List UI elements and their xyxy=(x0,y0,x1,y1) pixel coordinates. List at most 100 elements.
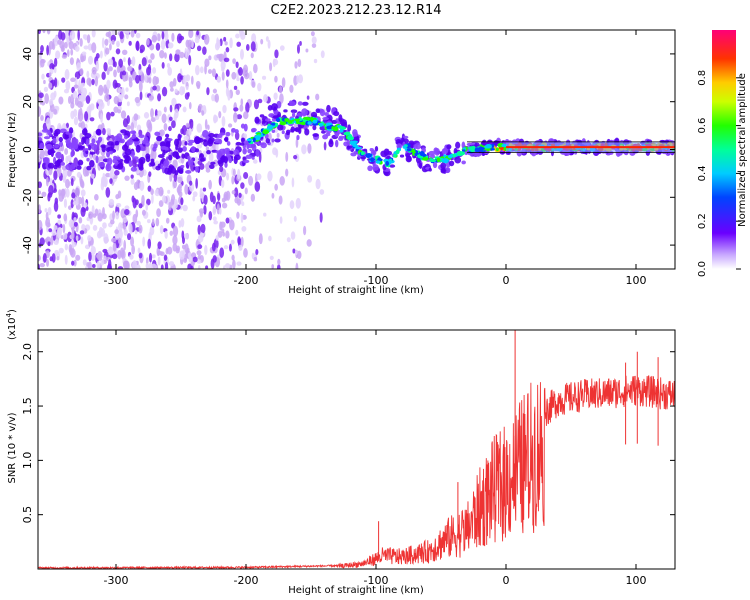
ridge-band xyxy=(47,130,51,136)
noise-speck xyxy=(72,90,78,99)
noise-speck xyxy=(236,114,243,120)
noise-speck xyxy=(47,193,51,202)
noise-speck xyxy=(117,266,124,269)
noise-speck xyxy=(236,168,241,180)
noise-speck xyxy=(197,224,201,235)
noise-speck xyxy=(38,106,42,117)
noise-speck xyxy=(215,141,219,153)
ridge-band xyxy=(168,154,173,161)
ridge-band xyxy=(289,101,296,107)
ridge-core xyxy=(393,153,397,158)
noise-speck xyxy=(196,144,203,149)
ridge-band xyxy=(123,135,128,140)
noise-speck xyxy=(251,252,255,260)
ridge-band xyxy=(164,146,169,151)
noise-speck xyxy=(236,198,241,206)
ridge-band xyxy=(154,131,161,137)
ridge-band xyxy=(86,157,90,162)
noise-speck xyxy=(135,32,141,39)
noise-speck xyxy=(86,77,92,86)
ridge-band xyxy=(105,147,111,152)
noise-speck xyxy=(240,98,244,106)
ridge-band xyxy=(89,159,95,168)
noise-speck xyxy=(91,42,97,54)
noise-speck xyxy=(96,260,101,269)
noise-speck xyxy=(70,178,74,187)
noise-speck xyxy=(86,34,91,44)
snr-scale-close: ) xyxy=(7,309,18,313)
noise-speck xyxy=(289,84,294,93)
noise-speck xyxy=(143,111,150,119)
noise-speck xyxy=(103,84,108,94)
noise-speck xyxy=(236,71,239,79)
noise-speck xyxy=(112,253,118,260)
noise-speck xyxy=(79,38,83,47)
ridge-band xyxy=(356,135,360,143)
noise-speck xyxy=(232,259,236,269)
ridge-band xyxy=(413,143,418,149)
ridge-band xyxy=(157,154,165,159)
noise-speck xyxy=(87,55,94,65)
noise-speck xyxy=(64,148,69,155)
noise-speck xyxy=(130,121,135,132)
noise-speck xyxy=(149,226,155,236)
noise-speck xyxy=(187,91,190,97)
ridge-core xyxy=(490,147,495,151)
snr-panel: -300 -200 -100 0 100 0.5 1.0 1.5 2.0 Height of … xyxy=(5,309,676,596)
noise-speck xyxy=(203,204,207,215)
noise-speck xyxy=(172,77,177,87)
noise-speck xyxy=(67,96,72,104)
ridge-band xyxy=(233,156,238,165)
y-tick-label: -20 xyxy=(21,188,34,206)
noise-speck xyxy=(160,264,164,269)
ridge-band xyxy=(180,164,185,169)
noise-speck xyxy=(118,222,123,232)
noise-speck xyxy=(174,52,180,63)
ridge-band xyxy=(60,161,66,166)
ridge-band xyxy=(254,116,260,124)
noise-speck xyxy=(97,212,103,222)
noise-speck xyxy=(243,133,248,139)
noise-speck xyxy=(65,155,69,164)
noise-speck xyxy=(216,37,219,47)
noise-speck xyxy=(275,148,279,158)
noise-speck xyxy=(221,66,225,72)
colorbar-tick-label: 0.8 xyxy=(697,70,708,86)
ridge-band xyxy=(301,101,309,106)
noise-speck xyxy=(114,229,119,235)
noise-speck xyxy=(125,30,130,40)
noise-speck xyxy=(268,235,272,242)
noise-speck xyxy=(289,200,295,210)
ridge-core xyxy=(419,151,425,157)
noise-speck xyxy=(38,254,41,262)
noise-speck xyxy=(292,248,296,254)
noise-speck xyxy=(150,117,156,122)
ridge-band xyxy=(114,140,120,146)
ridge-band xyxy=(274,111,278,116)
ridge-core xyxy=(429,158,437,163)
ridge-band xyxy=(259,114,265,118)
noise-speck xyxy=(128,76,133,84)
noise-speck xyxy=(103,233,109,245)
noise-speck xyxy=(38,190,42,195)
ridge-core xyxy=(417,155,424,159)
noise-speck xyxy=(48,82,53,89)
noise-speck xyxy=(184,233,189,240)
ridge-band xyxy=(281,130,285,135)
ridge-band xyxy=(446,144,452,150)
noise-speck xyxy=(265,36,269,42)
noise-speck xyxy=(73,84,79,89)
ridge-band xyxy=(242,159,250,164)
noise-speck xyxy=(299,41,302,46)
noise-speck xyxy=(243,111,249,120)
noise-speck xyxy=(53,225,58,231)
ridge-band xyxy=(98,161,105,168)
ridge-band xyxy=(70,162,76,170)
noise-speck xyxy=(273,92,278,100)
ridge-band xyxy=(374,146,379,152)
ridge-band xyxy=(126,139,133,146)
noise-speck xyxy=(157,110,162,117)
noise-speck xyxy=(196,45,202,52)
noise-speck xyxy=(39,237,45,246)
noise-speck xyxy=(255,249,259,256)
